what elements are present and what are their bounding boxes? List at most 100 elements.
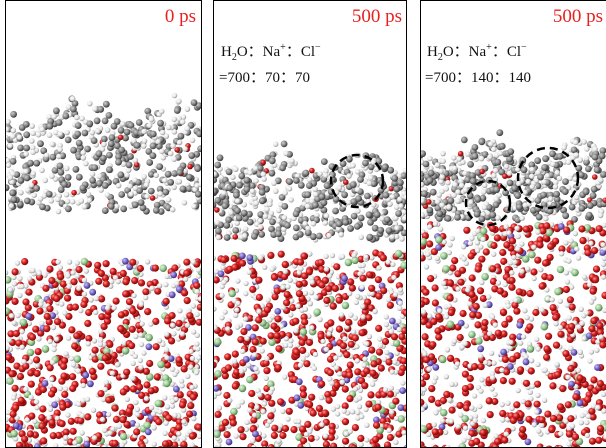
water-atom bbox=[130, 385, 137, 392]
water-atom bbox=[194, 312, 199, 317]
water-atom bbox=[567, 415, 574, 422]
formula-part: ：Cl bbox=[286, 44, 315, 60]
water-atom bbox=[452, 339, 457, 344]
polymer-atom bbox=[461, 137, 468, 144]
water-atom bbox=[429, 341, 436, 348]
polymer-atom bbox=[126, 162, 133, 169]
water-atom bbox=[340, 342, 347, 349]
polymer-atom bbox=[281, 141, 288, 148]
water-atom bbox=[491, 252, 496, 257]
water-atom bbox=[572, 433, 579, 440]
water-atom bbox=[422, 351, 427, 356]
water-atom bbox=[235, 324, 240, 329]
water-atom bbox=[92, 347, 99, 354]
polymer-atom bbox=[29, 138, 35, 144]
water-atom bbox=[513, 401, 520, 408]
polymer-atom bbox=[329, 216, 335, 222]
water-atom bbox=[170, 399, 175, 404]
ratio: =700：140：140 bbox=[425, 70, 531, 86]
water-atom bbox=[111, 305, 116, 310]
polymer-atom bbox=[306, 182, 313, 189]
polymer-atom bbox=[65, 206, 72, 213]
water-atom bbox=[78, 308, 83, 313]
water-atom bbox=[227, 398, 232, 403]
water-atom bbox=[82, 292, 87, 297]
water-atom bbox=[542, 260, 549, 267]
water-atom bbox=[271, 432, 278, 439]
water-atom bbox=[250, 438, 255, 443]
water-atom bbox=[163, 420, 168, 425]
water-atom bbox=[243, 281, 248, 286]
water-atom bbox=[285, 284, 290, 289]
polymer-atom bbox=[150, 131, 157, 138]
polymer-atom bbox=[91, 164, 98, 171]
water-atom bbox=[384, 350, 389, 355]
polymer-atom bbox=[489, 212, 496, 219]
water-atom bbox=[57, 273, 64, 280]
water-atom bbox=[149, 286, 154, 291]
water-atom bbox=[102, 428, 107, 433]
water-atom bbox=[398, 287, 403, 292]
water-atom bbox=[535, 346, 540, 351]
polymer-atom bbox=[267, 202, 273, 208]
polymer-atom bbox=[132, 201, 139, 208]
polymer-atom bbox=[80, 150, 86, 156]
water-atom bbox=[313, 352, 318, 357]
water-atom bbox=[255, 316, 262, 323]
polymer-atom bbox=[573, 140, 579, 146]
polymer-atom bbox=[39, 204, 46, 211]
polymer-atom bbox=[244, 177, 251, 184]
water-atom bbox=[481, 319, 488, 326]
water-atom bbox=[260, 348, 265, 353]
water-atom bbox=[117, 325, 124, 332]
water-atom bbox=[72, 304, 79, 311]
formula-part: − bbox=[521, 42, 527, 53]
water-atom bbox=[224, 431, 231, 438]
polymer-atom bbox=[7, 143, 13, 149]
water-atom bbox=[532, 422, 537, 427]
water-atom bbox=[71, 362, 76, 367]
polymer-atom bbox=[141, 129, 147, 135]
water-atom bbox=[391, 275, 396, 280]
water-atom bbox=[468, 331, 476, 339]
water-atom bbox=[384, 322, 389, 327]
polymer-atom bbox=[293, 211, 300, 218]
polymer-atom bbox=[64, 166, 70, 172]
water-atom bbox=[240, 328, 247, 335]
water-atom bbox=[472, 393, 477, 398]
water-atom bbox=[149, 405, 154, 410]
polymer-atom bbox=[116, 183, 122, 189]
water-atom bbox=[336, 326, 343, 333]
water-atom bbox=[423, 356, 430, 363]
water-atom bbox=[110, 268, 117, 275]
water-atom bbox=[568, 323, 575, 330]
polymer-atom bbox=[83, 161, 89, 167]
polymer-atom bbox=[309, 168, 315, 174]
water-atom bbox=[296, 281, 303, 288]
water-atom bbox=[327, 273, 332, 278]
water-atom bbox=[190, 356, 195, 361]
water-atom bbox=[268, 390, 273, 395]
water-atom bbox=[501, 437, 508, 444]
water-atom bbox=[367, 391, 374, 398]
water-atom bbox=[122, 258, 129, 265]
water-atom bbox=[390, 262, 395, 267]
water-atom bbox=[387, 391, 394, 398]
polymer-atom bbox=[366, 211, 373, 218]
water-atom bbox=[309, 290, 314, 295]
water-atom bbox=[32, 419, 37, 424]
water-atom bbox=[435, 236, 443, 244]
water-atom bbox=[176, 431, 181, 436]
water-atom bbox=[92, 435, 97, 440]
water-atom bbox=[67, 259, 72, 264]
water-atom bbox=[323, 254, 328, 259]
polymer-atom bbox=[91, 137, 98, 144]
water-atom bbox=[252, 324, 259, 331]
water-atom bbox=[288, 338, 293, 343]
water-atom bbox=[494, 234, 501, 241]
water-atom bbox=[357, 435, 364, 442]
polymer-atom bbox=[70, 199, 76, 205]
water-atom bbox=[103, 260, 110, 267]
water-atom bbox=[276, 438, 281, 443]
water-atom bbox=[538, 416, 545, 423]
